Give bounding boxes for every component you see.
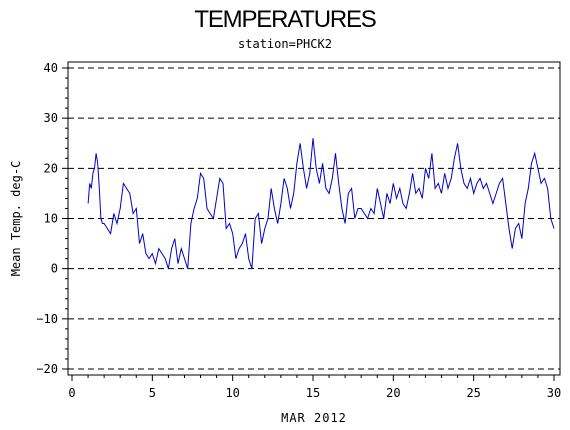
y-tick-label: −20 [36, 362, 58, 376]
y-tick-label: −10 [36, 312, 58, 326]
x-tick-label: 0 [68, 386, 75, 400]
series-line [87, 138, 555, 269]
y-tick-label: 30 [44, 111, 58, 125]
x-tick-label: 25 [466, 386, 480, 400]
y-tick-label: 10 [44, 212, 58, 226]
y-tick-label: 20 [44, 161, 58, 175]
x-tick-label: 5 [149, 386, 156, 400]
chart-subtitle: station=PHCK2 [238, 37, 332, 51]
chart-title: TEMPERATURES [194, 6, 376, 33]
x-tick-label: 20 [386, 386, 400, 400]
x-tick-label: 15 [306, 386, 320, 400]
x-tick-label: 30 [547, 386, 561, 400]
y-tick-label: 0 [51, 262, 58, 276]
x-axis-label: MAR 2012 [281, 411, 347, 425]
y-axis-label: Mean Temp. deg-C [9, 161, 23, 277]
x-tick-label: 10 [225, 386, 239, 400]
y-tick-label: 40 [44, 61, 58, 75]
